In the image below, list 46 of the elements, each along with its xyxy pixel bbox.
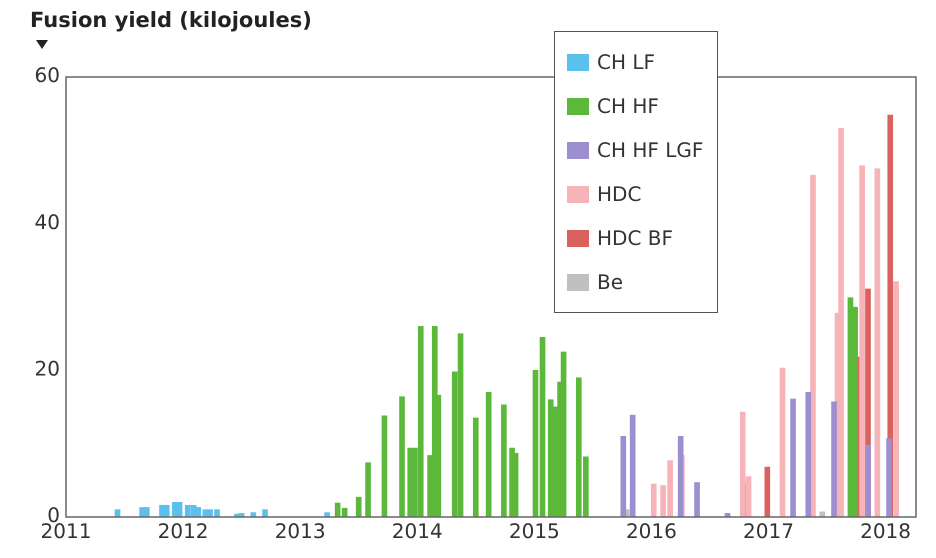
bar — [780, 368, 786, 517]
bar — [724, 513, 730, 517]
legend-label: HDC BF — [596, 225, 674, 252]
y-tick-label: 20 — [34, 356, 60, 381]
bar — [501, 404, 507, 517]
bar — [810, 174, 816, 517]
legend-label: CH HF — [596, 93, 660, 120]
bar — [365, 462, 371, 517]
y-tick-label: 40 — [34, 210, 60, 234]
legend-label: Be — [596, 269, 624, 296]
bar — [630, 414, 636, 517]
legend-label: CH HF LGF — [596, 137, 704, 164]
y-axis-title: Fusion yield (kilojoules) — [30, 8, 312, 32]
legend-label: HDC — [596, 181, 642, 208]
bar — [650, 484, 657, 517]
bar — [893, 281, 899, 517]
y-tick-label: 60 — [34, 63, 60, 88]
bar — [620, 436, 626, 517]
bar — [694, 482, 700, 517]
bar — [764, 466, 770, 517]
bar — [144, 507, 150, 517]
bar — [838, 128, 844, 517]
x-tick-label: 2015 — [508, 519, 560, 544]
bar — [874, 168, 880, 517]
x-tick-label: 2016 — [626, 519, 677, 544]
x-tick-label: 2018 — [860, 519, 912, 544]
x-tick-label: 2017 — [743, 519, 794, 544]
bar — [399, 396, 405, 517]
bar — [790, 398, 796, 517]
bar — [114, 509, 120, 517]
bar — [472, 418, 479, 517]
bar — [356, 496, 362, 517]
bar — [678, 436, 684, 517]
legend-label: CH LF — [596, 49, 656, 76]
x-tick-label: 2012 — [158, 519, 209, 544]
bar — [486, 392, 492, 517]
bar — [865, 444, 871, 517]
bar — [859, 165, 865, 517]
x-tick-label: 2014 — [392, 519, 443, 544]
bar — [560, 352, 566, 517]
bar — [831, 402, 837, 517]
bar — [382, 415, 388, 517]
bar — [886, 438, 892, 517]
bar — [262, 509, 268, 517]
x-tick-label: 2013 — [274, 519, 326, 544]
bar — [805, 392, 812, 517]
